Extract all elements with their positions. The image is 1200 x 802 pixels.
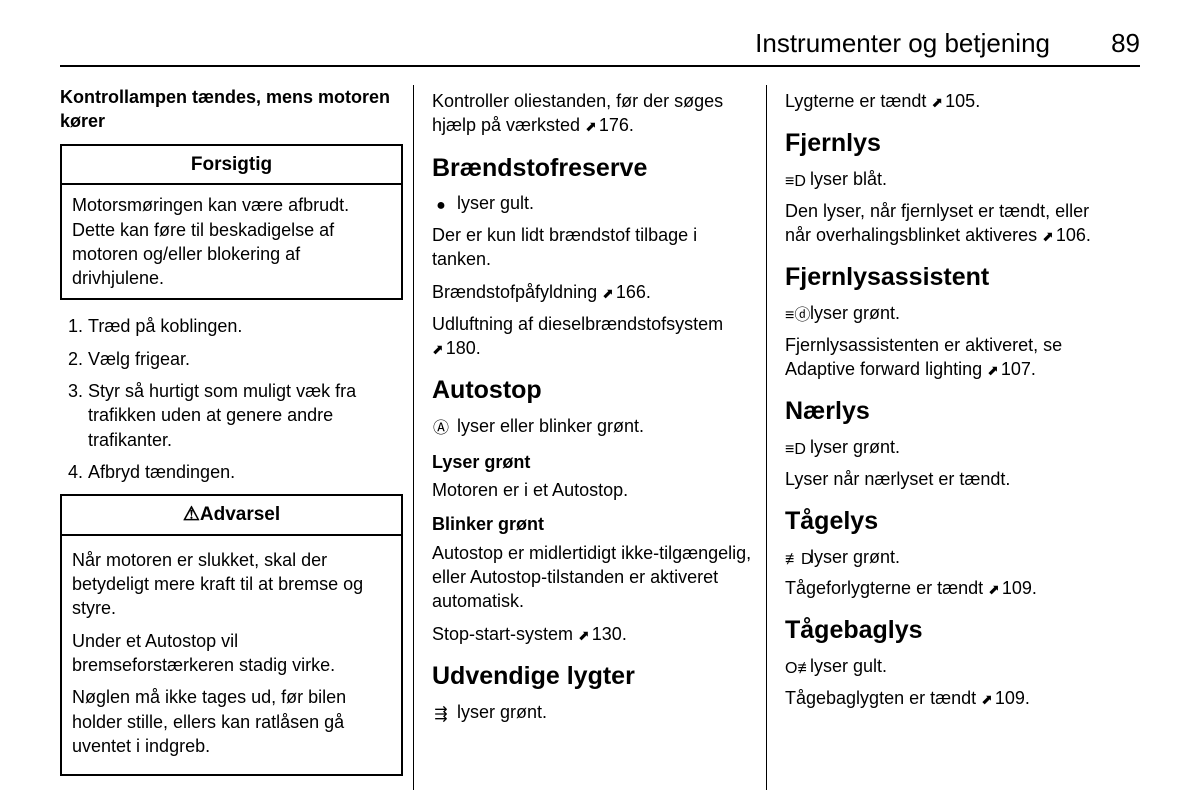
fuel-low-icon: ● [432, 195, 450, 217]
autostop-indicator-text: lyser eller blinker grønt. [452, 416, 644, 436]
warning-box: Advarsel Når motoren er slukket, skal de… [60, 494, 403, 776]
rearfog-p: Tågebaglygten er tændt 109. [785, 686, 1109, 710]
low-beam-icon: ≡D [785, 439, 803, 461]
exterior-lights-icon: ⇶ [432, 704, 450, 726]
autostop-sys-text: Stop-start-system [432, 624, 578, 644]
autostop-blink-heading: Blinker grønt [432, 512, 756, 536]
high-beam-icon: ≡D [785, 171, 803, 193]
fuel-bleed: Udluftning af dieselbrændstofsystem 180. [432, 312, 756, 361]
highbeam-ind-text: lyser blåt. [805, 169, 887, 189]
fuel-indicator: ● lyser gult. [432, 191, 756, 217]
step-item: Styr så hurtigt som muligt væk fra trafi… [88, 379, 403, 452]
manual-page: Instrumenter og betjening 89 Kontrollamp… [0, 0, 1200, 802]
xref-105: 105 [931, 91, 975, 111]
fuel-refuel-text: Brændstofpåfyldning [432, 282, 602, 302]
column-2: Kontroller oliestanden, før der søges hj… [413, 85, 766, 790]
step-item: Vælg frigear. [88, 347, 403, 371]
xref-109b: 109 [981, 688, 1025, 708]
lowbeam-indicator: ≡D lyser grønt. [785, 435, 1109, 461]
rear-fog-icon: O≢ [785, 658, 803, 680]
ext-lights-on: Lygterne er tændt 105. [785, 89, 1109, 113]
step-item: Træd på koblingen. [88, 314, 403, 338]
autostop-indicator: Ⓐ lyser eller blinker grønt. [432, 414, 756, 440]
hba-ind-text: lyser grønt. [805, 303, 900, 323]
autostop-icon: Ⓐ [432, 418, 450, 440]
xref-180: 180 [432, 338, 476, 358]
autostop-sys: Stop-start-system 130. [432, 622, 756, 646]
column-1: Kontrollampen tændes, mens motoren kører… [60, 85, 413, 790]
autostop-blink-p: Autostop er midlertidigt ikke-tilgængeli… [432, 541, 756, 614]
front-fog-icon: ≢D [785, 549, 803, 571]
warning-triangle-icon [183, 504, 200, 525]
rearfog-ind-text: lyser gult. [805, 656, 887, 676]
rearfog-heading: Tågebaglys [785, 614, 1109, 648]
foglight-heading: Tågelys [785, 505, 1109, 539]
hba-indicator: ≡ⓓ lyser grønt. [785, 301, 1109, 327]
hba-heading: Fjernlysassistent [785, 261, 1109, 295]
autostop-heading: Autostop [432, 374, 756, 408]
step-item: Afbryd tændingen. [88, 460, 403, 484]
rearfog-indicator: O≢ lyser gult. [785, 654, 1109, 680]
hba-p: Fjernlysassistenten er aktiveret, se Ada… [785, 333, 1109, 382]
warning-p1: Når motoren er slukket, skal der betydel… [72, 548, 391, 621]
warning-title-text: Advarsel [200, 504, 280, 525]
xref-107: 107 [987, 359, 1031, 379]
fuel-p1: Der er kun lidt brændstof tilbage i tank… [432, 223, 756, 272]
autostop-green-heading: Lyser grønt [432, 450, 756, 474]
fuel-indicator-text: lyser gult. [452, 193, 534, 213]
page-header: Instrumenter og betjening 89 [60, 28, 1140, 67]
xref-166: 166 [602, 282, 646, 302]
highbeam-heading: Fjernlys [785, 127, 1109, 161]
chapter-title: Instrumenter og betjening [755, 28, 1050, 59]
highbeam-indicator: ≡D lyser blåt. [785, 167, 1109, 193]
lowbeam-p: Lyser når nærlyset er tændt. [785, 467, 1109, 491]
xref-176: 176 [585, 115, 629, 135]
xref-130: 130 [578, 624, 622, 644]
warning-title: Advarsel [62, 496, 401, 536]
xref-109a: 109 [988, 578, 1032, 598]
foglight-ind-text: lyser grønt. [805, 547, 900, 567]
ext-lights-on-text: Lygterne er tændt [785, 91, 931, 111]
autostop-green-p: Motoren er i et Autostop. [432, 478, 756, 502]
foglight-indicator: ≢D lyser grønt. [785, 545, 1109, 571]
rearfog-p-text: Tågebaglygten er tændt [785, 688, 981, 708]
highbeam-p: Den lyser, når fjernlyset er tændt, elle… [785, 199, 1109, 248]
fuel-reserve-heading: Brændstofreserve [432, 152, 756, 186]
xref-106: 106 [1042, 225, 1086, 245]
three-column-layout: Kontrollampen tændes, mens motoren kører… [60, 85, 1140, 790]
page-number: 89 [1090, 28, 1140, 59]
warning-p3: Nøglen må ikke tages ud, før bilen holde… [72, 685, 391, 758]
lowbeam-heading: Nærlys [785, 395, 1109, 429]
col1-lead-heading: Kontrollampen tændes, mens motoren kører [60, 85, 403, 134]
caution-box: Forsigtig Motorsmøringen kan være afbrud… [60, 144, 403, 301]
foglight-p-text: Tågeforlygterne er tændt [785, 578, 988, 598]
warning-p2: Under et Autostop vil bremseforstærkeren… [72, 629, 391, 678]
ext-lights-indicator: ⇶ lyser grønt. [432, 700, 756, 726]
high-beam-assist-icon: ≡ⓓ [785, 305, 803, 327]
ext-lights-text: lyser grønt. [452, 702, 547, 722]
fuel-refuel: Brændstofpåfyldning 166. [432, 280, 756, 304]
foglight-p: Tågeforlygterne er tændt 109. [785, 576, 1109, 600]
caution-body: Motorsmøringen kan være afbrudt. Dette k… [62, 185, 401, 298]
oil-check-text: Kontroller oliestanden, før der søges hj… [432, 89, 756, 138]
caution-title: Forsigtig [62, 146, 401, 186]
fuel-bleed-text: Udluftning af dieselbrændstofsystem [432, 314, 723, 334]
column-3: Lygterne er tændt 105. Fjernlys ≡D lyser… [766, 85, 1119, 790]
warning-body: Når motoren er slukket, skal der betydel… [62, 536, 401, 774]
lowbeam-ind-text: lyser grønt. [805, 437, 900, 457]
oil-text: Kontroller oliestanden, før der søges hj… [432, 91, 723, 135]
procedure-steps: Træd på koblingen. Vælg frigear. Styr så… [88, 314, 403, 484]
ext-lights-heading: Udvendige lygter [432, 660, 756, 694]
